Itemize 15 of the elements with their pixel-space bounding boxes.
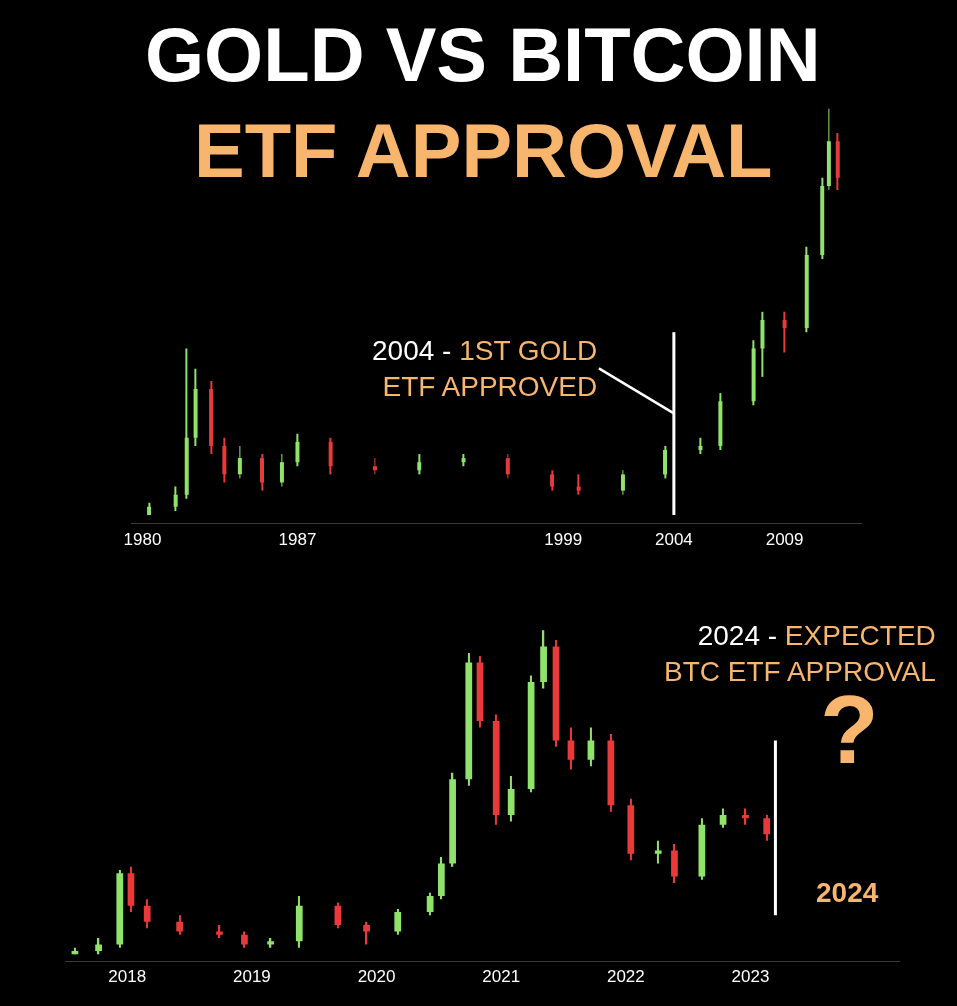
x-tick-label: 1987 (278, 529, 317, 549)
chart-subtitle: ETF APPROVAL (194, 108, 773, 193)
x-tick-label: 2009 (765, 529, 804, 549)
x-tick-label: 2021 (482, 967, 521, 987)
x-tick-label: 1980 (123, 529, 162, 549)
x-tick-label: 1999 (544, 529, 583, 549)
x-tick-label: 2004 (654, 529, 693, 549)
annotation: 2024 (816, 877, 879, 908)
chart-title: GOLD VS BITCOIN (145, 12, 821, 97)
x-tick-label: 2020 (357, 967, 396, 987)
x-tick-label: 2018 (108, 967, 147, 987)
ref-line-label: 2004 - 1ST GOLD ETF APPROVED (372, 335, 598, 403)
x-tick-label: 2022 (606, 967, 645, 987)
x-tick-label: 2019 (233, 967, 271, 987)
x-tick-label: 2023 (731, 967, 770, 987)
